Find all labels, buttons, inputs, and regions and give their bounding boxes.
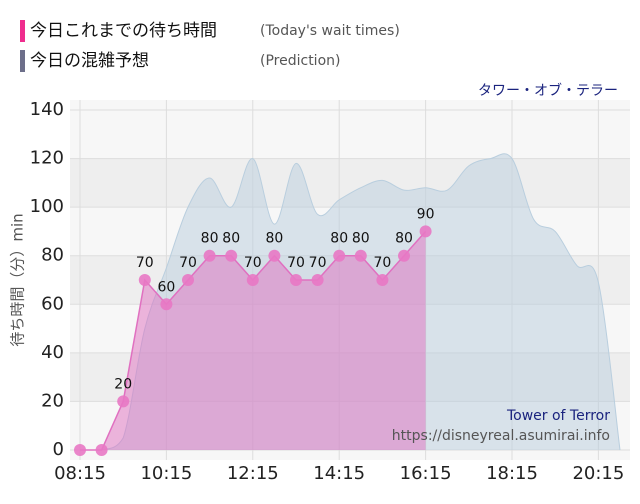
- data-point: [182, 274, 194, 286]
- y-tick-label: 80: [41, 245, 64, 266]
- data-point: [354, 249, 367, 262]
- watermark: https://disneyreal.asumirai.info: [392, 428, 610, 444]
- data-label: 80: [352, 231, 370, 247]
- data-point: [203, 249, 216, 262]
- data-label: 80: [330, 231, 348, 247]
- data-point: [268, 249, 281, 262]
- legend-subtitle: (Today's wait times): [260, 23, 400, 39]
- data-point: [74, 444, 86, 456]
- data-point: [160, 298, 173, 311]
- data-label: 70: [179, 255, 197, 271]
- data-point: [246, 274, 259, 286]
- y-axis-label: 待ち時間（分）min: [9, 213, 27, 346]
- data-point: [95, 444, 108, 456]
- data-label: 80: [201, 231, 219, 247]
- data-point: [398, 249, 410, 262]
- y-tick-label: 20: [41, 390, 64, 411]
- legend-label: 今日の混雑予想: [30, 51, 149, 71]
- y-tick-label: 140: [30, 99, 64, 120]
- data-label: 80: [395, 231, 413, 247]
- data-label: 80: [265, 231, 283, 247]
- legend-swatch: [20, 20, 25, 42]
- data-point: [225, 249, 238, 262]
- data-label: 70: [287, 255, 305, 271]
- x-tick-label: 10:15: [140, 463, 192, 484]
- data-label: 90: [417, 206, 435, 222]
- data-point: [290, 274, 302, 286]
- data-label: 70: [309, 255, 327, 271]
- y-tick-label: 100: [30, 196, 64, 217]
- y-tick-label: 60: [41, 293, 64, 314]
- y-tick-label: 40: [41, 342, 64, 363]
- legend-label: 今日これまでの待ち時間: [30, 21, 217, 41]
- data-label: 80: [222, 231, 240, 247]
- data-label: 70: [373, 255, 391, 271]
- data-point: [311, 274, 324, 286]
- data-label: 70: [136, 255, 154, 271]
- area-outline: [79, 153, 621, 451]
- data-point: [376, 274, 389, 286]
- chart-title: タワー・オブ・テラー: [478, 82, 618, 99]
- data-point: [138, 274, 151, 286]
- x-tick-label: 12:15: [227, 463, 279, 484]
- data-point: [333, 249, 346, 262]
- data-point: [117, 395, 130, 408]
- legend-swatch: [20, 50, 25, 72]
- data-label: 70: [244, 255, 262, 271]
- x-tick-label: 08:15: [54, 463, 106, 484]
- data-label: 20: [114, 376, 132, 392]
- x-tick-label: 18:15: [486, 463, 538, 484]
- legend-subtitle: (Prediction): [260, 53, 340, 69]
- x-tick-label: 16:15: [400, 463, 452, 484]
- data-point: [419, 225, 432, 238]
- x-tick-label: 14:15: [313, 463, 365, 484]
- y-tick-label: 0: [53, 439, 64, 460]
- area-fill: [80, 231, 426, 450]
- data-label: 60: [157, 279, 175, 295]
- y-tick-label: 120: [30, 148, 64, 169]
- watermark: Tower of Terror: [506, 408, 610, 424]
- x-tick-label: 20:15: [572, 463, 624, 484]
